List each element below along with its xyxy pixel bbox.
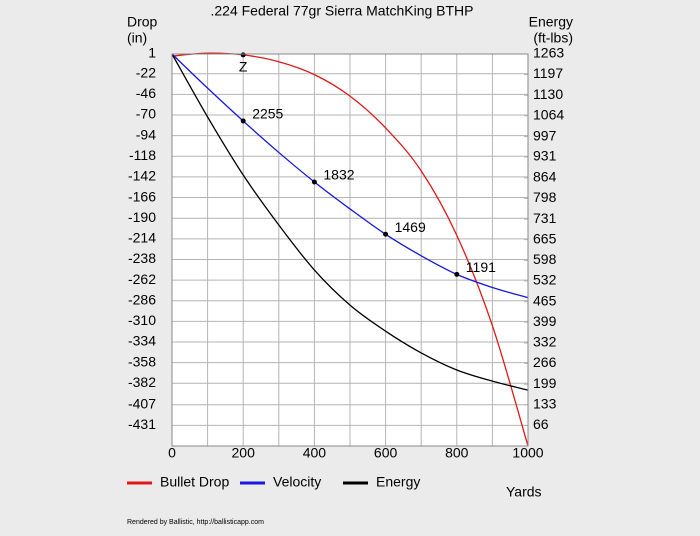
y-tick-label: -334: [128, 333, 156, 349]
point-marker: [240, 118, 246, 124]
y2-tick-label: 465: [533, 292, 557, 308]
y2-tick-label: 864: [533, 169, 557, 185]
y2-axis-label: (ft-lbs): [533, 30, 573, 46]
y-axis-label: (in): [127, 30, 147, 46]
y-tick-label: -214: [128, 230, 156, 246]
data-label: 1469: [395, 219, 426, 235]
y-tick-label: 1: [148, 45, 156, 61]
y-tick-label: -382: [128, 374, 156, 390]
zero-marker: [240, 52, 246, 58]
y-tick-label: -238: [128, 250, 156, 266]
y2-tick-label: 199: [533, 375, 557, 391]
y-tick-label: -286: [128, 291, 156, 307]
y2-tick-label: 1263: [533, 45, 564, 61]
y-tick-label: -407: [128, 395, 156, 411]
legend-label: Bullet Drop: [160, 474, 229, 490]
y2-tick-label: 1197: [533, 65, 563, 81]
y2-tick-label: 133: [533, 395, 557, 411]
y2-tick-label: 66: [533, 416, 549, 432]
data-label: 1191: [466, 259, 496, 275]
y-tick-label: -262: [128, 271, 156, 287]
y2-tick-label: 931: [533, 148, 557, 164]
legend-label: Energy: [376, 474, 420, 490]
y-tick-label: -22: [136, 64, 156, 80]
y-tick-label: -431: [128, 416, 156, 432]
y-tick-label: -118: [129, 147, 156, 163]
y2-tick-label: 731: [533, 210, 557, 226]
y-tick-label: -310: [128, 312, 156, 328]
y2-tick-label: 665: [533, 230, 557, 246]
chart-title: .224 Federal 77gr Sierra MatchKing BTHP: [210, 3, 473, 19]
y2-tick-label: 399: [533, 313, 557, 329]
point-marker: [311, 179, 317, 185]
footer: Rendered by Ballistic, http://ballistica…: [127, 519, 264, 526]
y-tick-label: -70: [136, 106, 156, 122]
plot-border: [171, 53, 529, 447]
y2-tick-label: 598: [533, 251, 557, 267]
x-tick-label: 600: [374, 445, 398, 461]
y2-tick-label: 332: [533, 334, 557, 350]
y-axis-label: Drop: [127, 14, 158, 30]
series-line: [171, 53, 529, 299]
x-tick-label: 0: [168, 445, 176, 461]
y-tick-label: -358: [128, 353, 156, 369]
y2-tick-label: 1130: [533, 86, 563, 102]
point-marker: [454, 271, 460, 277]
y2-tick-label: 997: [533, 127, 557, 143]
y2-tick-label: 798: [533, 189, 557, 205]
x-tick-label: 200: [232, 445, 256, 461]
data-label: 1832: [323, 167, 354, 183]
y-tick-label: -166: [128, 188, 156, 204]
y2-axis-label: Energy: [529, 14, 573, 30]
y-tick-label: -142: [128, 168, 156, 184]
x-tick-label: 800: [445, 445, 469, 461]
y2-tick-label: 532: [533, 272, 557, 288]
y-tick-label: -94: [136, 126, 156, 142]
y2-tick-label: 1064: [533, 106, 564, 122]
x-tick-label: 1000: [512, 445, 543, 461]
y-tick-label: -190: [128, 209, 156, 225]
legend-label: Velocity: [273, 474, 321, 490]
data-label: 2255: [252, 106, 283, 122]
series-line: [171, 53, 529, 391]
y2-tick-label: 266: [533, 354, 557, 370]
point-marker: [383, 231, 389, 237]
x-tick-label: 400: [303, 445, 327, 461]
y-tick-label: -46: [136, 85, 156, 101]
x-axis-label: Yards: [506, 484, 542, 500]
annotation: Z: [239, 59, 248, 75]
